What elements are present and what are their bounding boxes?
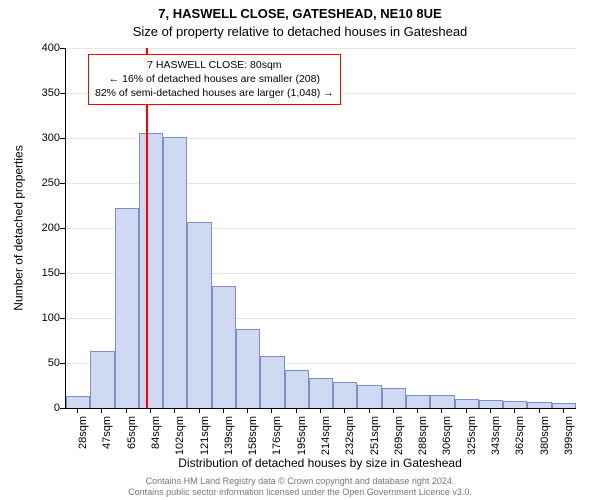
x-tick-mark <box>466 408 467 413</box>
y-tick-mark <box>60 183 65 184</box>
histogram-bar <box>503 401 527 408</box>
histogram-bar <box>163 137 187 408</box>
chart-title-subtitle: Size of property relative to detached ho… <box>0 24 600 39</box>
x-tick-mark <box>563 408 564 413</box>
y-tick-label: 150 <box>0 267 60 279</box>
x-tick-mark <box>320 408 321 413</box>
annot-line3: 82% of semi-detached houses are larger (… <box>95 86 334 100</box>
x-tick-mark <box>369 408 370 413</box>
credits-line2: Contains public sector information licen… <box>0 487 600 498</box>
x-tick-label: 176sqm <box>271 416 283 476</box>
histogram-bar <box>285 370 309 408</box>
x-tick-mark <box>199 408 200 413</box>
y-tick-label: 50 <box>0 357 60 369</box>
y-tick-mark <box>60 318 65 319</box>
y-tick-label: 300 <box>0 132 60 144</box>
y-tick-mark <box>60 273 65 274</box>
x-tick-label: 399sqm <box>563 416 575 476</box>
histogram-bar <box>260 356 284 408</box>
credits-line1: Contains HM Land Registry data © Crown c… <box>0 476 600 487</box>
x-tick-mark <box>490 408 491 413</box>
y-tick-label: 100 <box>0 312 60 324</box>
histogram-bar <box>139 133 163 408</box>
x-tick-mark <box>296 408 297 413</box>
x-tick-label: 158sqm <box>247 416 259 476</box>
histogram-bar <box>309 378 333 408</box>
y-tick-mark <box>60 48 65 49</box>
x-tick-label: 139sqm <box>223 416 235 476</box>
x-tick-label: 47sqm <box>101 416 113 476</box>
y-tick-mark <box>60 228 65 229</box>
histogram-bar <box>66 396 90 408</box>
chart-title-address: 7, HASWELL CLOSE, GATESHEAD, NE10 8UE <box>0 6 600 21</box>
x-tick-label: 269sqm <box>393 416 405 476</box>
x-tick-mark <box>174 408 175 413</box>
x-tick-mark <box>344 408 345 413</box>
x-tick-label: 343sqm <box>490 416 502 476</box>
y-tick-label: 350 <box>0 87 60 99</box>
histogram-bar <box>212 286 236 408</box>
x-tick-mark <box>514 408 515 413</box>
x-tick-mark <box>417 408 418 413</box>
gridline <box>66 48 576 49</box>
histogram-bar <box>187 222 211 408</box>
y-tick-label: 200 <box>0 222 60 234</box>
y-tick-label: 250 <box>0 177 60 189</box>
histogram-bar <box>382 388 406 408</box>
x-tick-label: 380sqm <box>539 416 551 476</box>
y-tick-label: 0 <box>0 402 60 414</box>
histogram-bar <box>333 382 357 408</box>
x-tick-mark <box>271 408 272 413</box>
x-tick-label: 195sqm <box>296 416 308 476</box>
credits: Contains HM Land Registry data © Crown c… <box>0 476 600 499</box>
histogram-bar <box>90 351 114 408</box>
annot-line1: 7 HASWELL CLOSE: 80sqm <box>95 58 334 72</box>
histogram-bar <box>527 402 551 408</box>
x-tick-label: 121sqm <box>199 416 211 476</box>
x-tick-label: 84sqm <box>150 416 162 476</box>
x-tick-mark <box>101 408 102 413</box>
histogram-bar <box>455 399 479 408</box>
histogram-bar <box>430 395 454 408</box>
x-tick-label: 65sqm <box>126 416 138 476</box>
x-tick-label: 214sqm <box>320 416 332 476</box>
x-tick-label: 362sqm <box>514 416 526 476</box>
marker-annotation: 7 HASWELL CLOSE: 80sqm ← 16% of detached… <box>88 54 341 105</box>
x-tick-mark <box>393 408 394 413</box>
histogram-bar <box>479 400 503 408</box>
x-tick-label: 102sqm <box>174 416 186 476</box>
y-tick-mark <box>60 93 65 94</box>
x-tick-label: 325sqm <box>466 416 478 476</box>
y-tick-mark <box>60 363 65 364</box>
x-tick-mark <box>539 408 540 413</box>
x-tick-mark <box>126 408 127 413</box>
x-tick-mark <box>223 408 224 413</box>
histogram-bar <box>357 385 381 408</box>
chart-plot-area: 7 HASWELL CLOSE: 80sqm ← 16% of detached… <box>65 48 576 409</box>
histogram-bar <box>236 329 260 408</box>
y-tick-mark <box>60 408 65 409</box>
x-tick-label: 251sqm <box>369 416 381 476</box>
x-tick-mark <box>150 408 151 413</box>
y-tick-mark <box>60 138 65 139</box>
x-tick-mark <box>247 408 248 413</box>
x-tick-label: 288sqm <box>417 416 429 476</box>
x-tick-label: 28sqm <box>77 416 89 476</box>
x-tick-label: 306sqm <box>441 416 453 476</box>
x-tick-label: 232sqm <box>344 416 356 476</box>
histogram-bar <box>115 208 139 408</box>
y-tick-label: 400 <box>0 42 60 54</box>
histogram-bar <box>406 395 430 409</box>
x-tick-mark <box>441 408 442 413</box>
x-tick-mark <box>77 408 78 413</box>
histogram-bar <box>552 403 576 408</box>
annot-line2: ← 16% of detached houses are smaller (20… <box>95 72 334 86</box>
